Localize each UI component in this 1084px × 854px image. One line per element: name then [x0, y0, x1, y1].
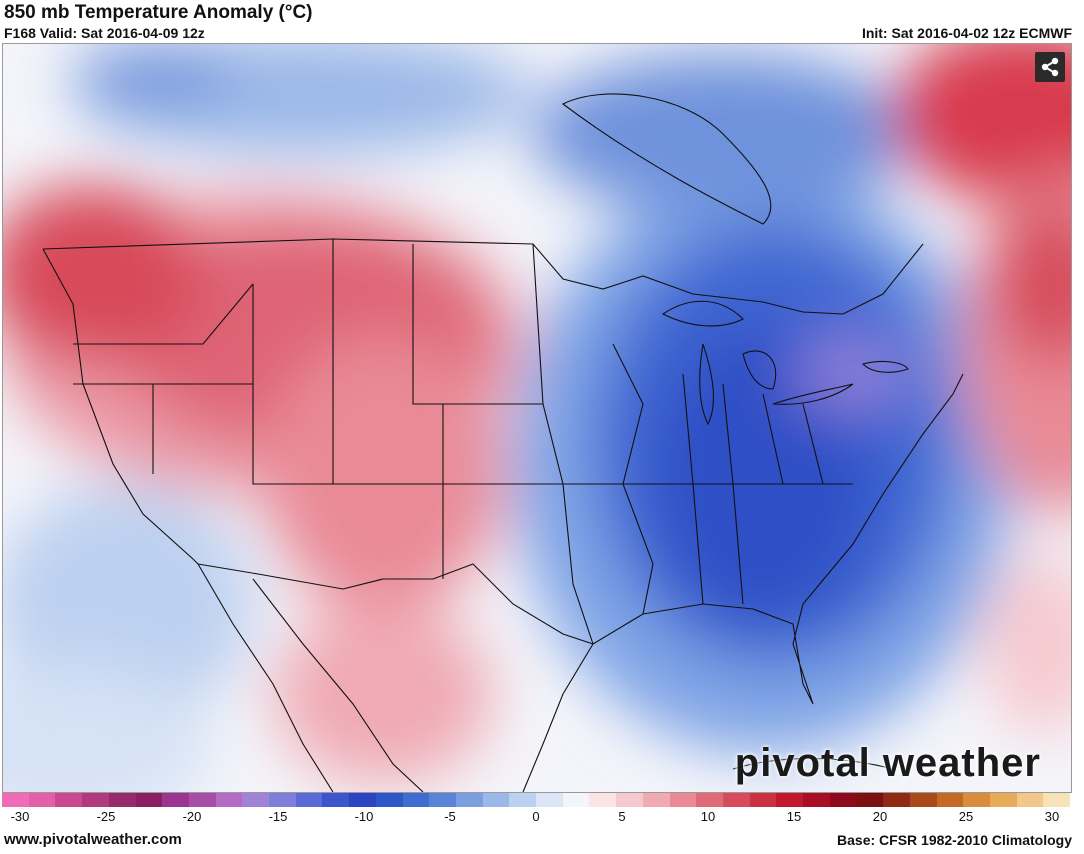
scale-tick-label: -30 — [10, 809, 30, 824]
color-swatch — [482, 793, 510, 807]
color-swatch — [749, 793, 777, 807]
color-swatch — [55, 793, 83, 807]
scale-tick-label: 25 — [958, 809, 974, 824]
color-swatch — [722, 793, 750, 807]
color-swatch — [936, 793, 964, 807]
map-title: 850 mb Temperature Anomaly (°C) — [4, 2, 313, 23]
color-swatch — [536, 793, 563, 807]
color-swatch — [856, 793, 884, 807]
color-swatch — [669, 793, 697, 807]
scale-tick-label: 30 — [1044, 809, 1060, 824]
color-swatch — [242, 793, 270, 807]
scale-tick-label: -5 — [444, 809, 456, 824]
color-swatch — [990, 793, 1017, 807]
scale-tick-label: -15 — [268, 809, 288, 824]
color-swatch — [909, 793, 937, 807]
boundaries — [42, 93, 964, 792]
scale-tick-label: -25 — [96, 809, 116, 824]
valid-time: F168 Valid: Sat 2016-04-09 12z — [4, 25, 205, 41]
color-swatch — [1043, 793, 1071, 807]
color-swatch — [883, 793, 910, 807]
color-swatch — [269, 793, 296, 807]
color-swatch — [429, 793, 456, 807]
color-swatch — [215, 793, 243, 807]
color-swatch — [162, 793, 189, 807]
color-swatch — [829, 793, 857, 807]
scale-tick-label: 15 — [786, 809, 802, 824]
color-swatch — [509, 793, 537, 807]
share-button[interactable] — [1035, 52, 1065, 82]
init-time: Init: Sat 2016-04-02 12z ECMWF — [861, 25, 1072, 41]
color-scale-ticks: -30 -25 -20 -15 -10 -5 0 5 10 15 20 25 30 — [2, 809, 1070, 827]
brand-watermark: pivotal weather — [734, 741, 1041, 785]
color-swatch — [375, 793, 403, 807]
anomaly-map[interactable]: pivotal weather — [2, 43, 1072, 793]
site-link[interactable]: www.pivotalweather.com — [4, 831, 182, 848]
color-swatch — [135, 793, 163, 807]
scale-tick-label: 10 — [700, 809, 716, 824]
color-swatch — [322, 793, 350, 807]
color-swatch — [455, 793, 483, 807]
color-swatch — [1016, 793, 1044, 807]
color-swatch — [295, 793, 323, 807]
color-swatch — [696, 793, 723, 807]
color-swatch — [349, 793, 376, 807]
color-swatch — [776, 793, 804, 807]
color-swatch — [402, 793, 430, 807]
scale-tick-label: 0 — [532, 809, 540, 824]
map-graphic — [3, 44, 1071, 792]
scale-tick-label: -10 — [354, 809, 374, 824]
color-swatch — [108, 793, 136, 807]
color-scale — [2, 793, 1071, 807]
color-swatch — [963, 793, 991, 807]
color-swatch — [188, 793, 216, 807]
climatology-base: Base: CFSR 1982-2010 Climatology — [837, 832, 1072, 848]
color-swatch — [616, 793, 643, 807]
scale-tick-label: 5 — [618, 809, 626, 824]
color-swatch — [589, 793, 617, 807]
color-swatch — [803, 793, 830, 807]
color-swatch — [562, 793, 590, 807]
color-swatch — [28, 793, 56, 807]
scale-tick-label: 20 — [872, 809, 888, 824]
scale-tick-label: -20 — [182, 809, 202, 824]
color-swatch — [642, 793, 670, 807]
color-swatch — [82, 793, 109, 807]
share-icon — [1041, 57, 1059, 77]
color-swatch — [2, 793, 29, 807]
